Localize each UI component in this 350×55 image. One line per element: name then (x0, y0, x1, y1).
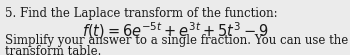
Text: 5. Find the Laplace transform of the function:: 5. Find the Laplace transform of the fun… (5, 7, 278, 20)
Text: transform table.: transform table. (5, 45, 102, 55)
Text: $f(t) = 6e^{-5t} + e^{3t} + 5t^{3} - 9$: $f(t) = 6e^{-5t} + e^{3t} + 5t^{3} - 9$ (82, 20, 268, 41)
Text: Simplify your answer to a single fraction. You can use the Laplace: Simplify your answer to a single fractio… (5, 34, 350, 47)
